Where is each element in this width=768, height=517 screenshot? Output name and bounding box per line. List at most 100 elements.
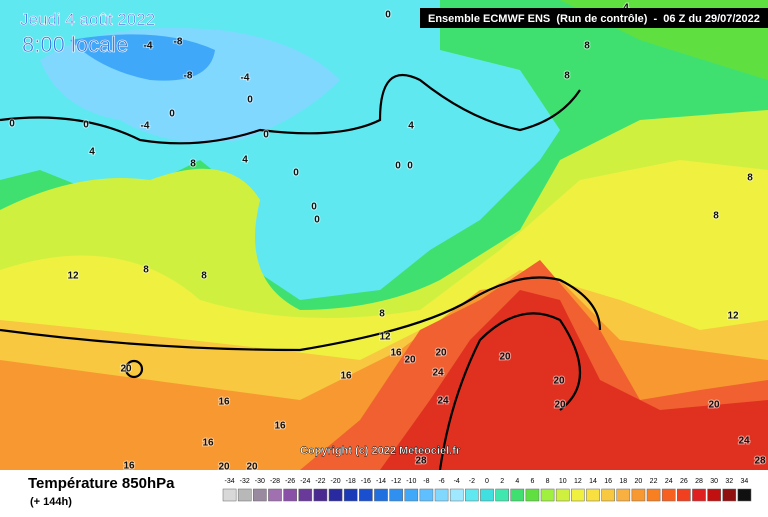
color-scale: -34 -32 -30 -28 -26 -24 -22 -20 -18 -16 -14 -12 -10-… [222, 478, 752, 502]
scale-swatch [253, 488, 267, 502]
scale-swatch [419, 488, 434, 502]
contour-label: 0 [293, 168, 299, 179]
scale-label: 10 [559, 478, 567, 485]
contour-label: 20 [499, 352, 511, 363]
scale-label: 12 [574, 478, 582, 485]
contour-label: 8 [564, 71, 570, 82]
contour-label: 24 [738, 436, 750, 447]
scale-label: -28 [270, 478, 280, 485]
coldest-core [70, 34, 215, 81]
contour-label: 16 [218, 397, 230, 408]
isotherm-sixteen [0, 276, 602, 352]
scale-swatch [359, 488, 373, 502]
scale-swatch [283, 488, 297, 502]
contour-label: 24 [432, 368, 444, 379]
scale-label: -18 [346, 478, 356, 485]
contour-label: 20 [708, 400, 720, 411]
scale-label: 16 [604, 478, 612, 485]
contour-label: 0 [395, 161, 401, 172]
scale-swatch [298, 488, 313, 502]
scale-swatch [661, 488, 676, 502]
contour-label: -8 [174, 37, 183, 48]
contour-label: 12 [379, 332, 391, 343]
contour-label: 0 [263, 130, 269, 141]
scale-swatch [601, 488, 615, 502]
contour-label: -4 [141, 121, 150, 132]
scale-label: -4 [454, 478, 460, 485]
scale-label: -12 [391, 478, 401, 485]
isotherm-twenty [438, 312, 581, 471]
scale-label: -14 [376, 478, 386, 485]
scale-swatch [510, 488, 525, 502]
contour-label: 24 [437, 396, 449, 407]
scale-label: 20 [635, 478, 643, 485]
contour-label: 4 [242, 155, 248, 166]
scale-label: 0 [485, 478, 489, 485]
contour-label: 8 [584, 41, 590, 52]
header-box [420, 8, 768, 28]
contour-label: 16 [390, 348, 402, 359]
scale-label: 22 [650, 478, 658, 485]
time-title: 8:00 locale [22, 32, 128, 57]
scale-swatch [540, 488, 555, 502]
contour-label: 8 [713, 211, 719, 222]
contour-label: 16 [123, 461, 135, 472]
scale-swatch [449, 488, 464, 502]
scale-label: -20 [331, 478, 341, 485]
contour-label: 8 [143, 265, 149, 276]
scale-swatch [692, 488, 706, 502]
scale-swatch [707, 488, 721, 502]
scale-swatch [677, 488, 691, 502]
date-title: Jeudi 4 août 2022 [20, 10, 155, 29]
contour-label: 0 [385, 10, 391, 21]
contour-label: 4 [408, 121, 414, 132]
contour-label: 20 [120, 364, 132, 375]
scale-swatch [495, 488, 509, 502]
scale-swatch [631, 488, 646, 502]
scale-label: 24 [665, 478, 673, 485]
scale-swatch [586, 488, 600, 502]
scale-label: -26 [285, 478, 295, 485]
scale-label: 18 [619, 478, 627, 485]
scale-swatch [313, 488, 328, 502]
scale-label: 2 [500, 478, 504, 485]
scale-label: 26 [680, 478, 688, 485]
contour-label: 12 [67, 271, 79, 282]
contour-label: 20 [554, 400, 566, 411]
scale-swatch [268, 488, 282, 502]
scale-swatch [616, 488, 631, 502]
scale-label: 28 [695, 478, 703, 485]
scale-swatch [480, 488, 494, 502]
copyright: Copyright (c) 2022 Meteociel.fr [300, 445, 461, 457]
contour-label: 0 [169, 109, 175, 120]
contour-label: 8 [747, 173, 753, 184]
contour-label: 0 [83, 120, 89, 131]
contour-label: 0 [247, 95, 253, 106]
contour-label: 4 [89, 147, 95, 158]
variable-label: Température 850hPa [28, 475, 175, 492]
contour-label: 20 [553, 376, 565, 387]
extreme-core [380, 290, 768, 470]
scale-label: -8 [423, 478, 429, 485]
scale-swatch [222, 488, 237, 502]
contour-label: 0 [314, 215, 320, 226]
scale-label: -6 [438, 478, 444, 485]
contour-label: 0 [9, 119, 15, 130]
scale-label: 34 [741, 478, 749, 485]
scale-swatch [646, 488, 661, 502]
contour-label: 16 [274, 421, 286, 432]
run-header: Ensemble ECMWF ENS (Run de contrôle) - 0… [428, 13, 760, 25]
contour-label: 8 [201, 271, 207, 282]
scale-label: 14 [589, 478, 597, 485]
contour-labels: -8-8-4-4-4000000000004444888888881212121… [8, 2, 767, 474]
scale-swatch [404, 488, 419, 502]
scale-swatch [374, 488, 388, 502]
scale-swatch [389, 488, 403, 502]
contour-label: 20 [435, 348, 447, 359]
isotherm-zero [0, 74, 581, 145]
scale-label: 8 [546, 478, 550, 485]
isotherm-circle [124, 359, 144, 379]
contour-label: 16 [202, 438, 214, 449]
scale-swatch [328, 488, 343, 502]
contour-label: 12 [727, 311, 739, 322]
